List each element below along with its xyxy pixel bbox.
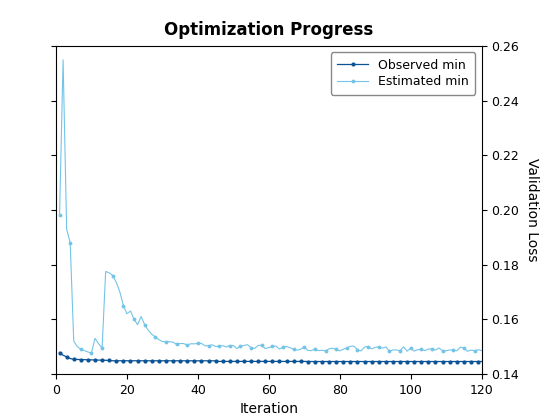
Estimated min [396, 348, 403, 353]
X-axis label: Iteration: Iteration [239, 402, 298, 416]
Observed min [290, 359, 297, 364]
Observed min [478, 359, 485, 364]
Observed min [170, 358, 176, 363]
Estimated min [88, 351, 95, 356]
Estimated min [297, 346, 304, 352]
Estimated min [177, 341, 184, 346]
Estimated min [354, 347, 361, 352]
Line: Observed min: Observed min [57, 350, 484, 364]
Estimated min [60, 57, 67, 62]
Line: Estimated min: Estimated min [57, 58, 484, 355]
Observed min [145, 358, 152, 363]
Estimated min [471, 348, 478, 353]
Estimated min [56, 213, 63, 218]
Observed min [351, 359, 357, 364]
Observed min [56, 350, 63, 355]
Legend: Observed min, Estimated min: Observed min, Estimated min [331, 52, 475, 94]
Title: Optimization Progress: Optimization Progress [164, 21, 374, 39]
Y-axis label: Validation Loss: Validation Loss [525, 158, 539, 262]
Estimated min [478, 348, 485, 353]
Estimated min [152, 334, 158, 339]
Observed min [393, 359, 400, 364]
Observed min [468, 359, 474, 364]
Observed min [305, 359, 311, 364]
